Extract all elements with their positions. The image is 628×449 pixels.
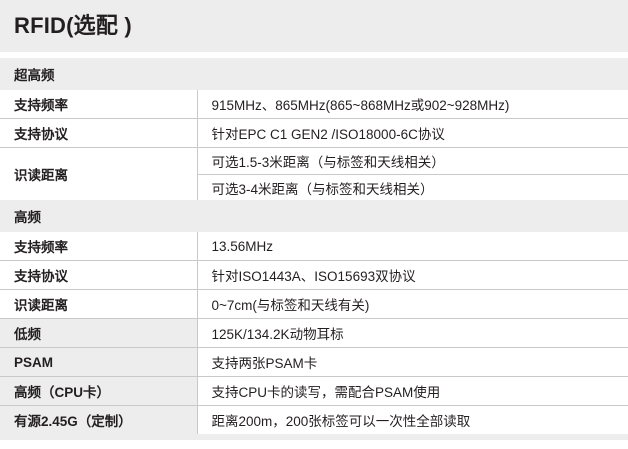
table-row: 支持频率 915MHz、865MHz(865~868MHz或902~928MHz) xyxy=(0,90,628,119)
title-table-gap xyxy=(0,52,628,58)
row-value-cell: 0~7cm(与标签和天线有关) xyxy=(197,289,628,319)
row-value-cell: 针对EPC C1 GEN2 /ISO18000-6C协议 xyxy=(197,118,628,148)
row-label: 识读距离 xyxy=(0,289,198,319)
table-row: 识读距离 0~7cm(与标签和天线有关) xyxy=(0,289,628,319)
row-value-cell: 915MHz、865MHz(865~868MHz或902~928MHz) xyxy=(197,90,628,119)
row-label: 支持频率 xyxy=(0,232,198,261)
row-label: 低频 xyxy=(0,318,198,348)
page-title: RFID(选配 ) xyxy=(14,13,132,38)
table-row: 有源2.45G（定制） 距离200m，200张标签可以一次性全部读取 xyxy=(0,405,628,434)
section-header-label: 超高频 xyxy=(0,58,628,90)
row-value-cell: 针对ISO1443A、ISO15693双协议 xyxy=(197,260,628,290)
section-header-row: 高频 xyxy=(0,200,628,232)
table-row: 低频 125K/134.2K动物耳标 xyxy=(0,318,628,348)
row-value-line: 可选3-4米距离（与标签和天线相关） xyxy=(197,174,628,200)
row-label: 支持协议 xyxy=(0,260,198,290)
table-row: 支持协议 针对ISO1443A、ISO15693双协议 xyxy=(0,260,628,290)
table-row: PSAM 支持两张PSAM卡 xyxy=(0,347,628,377)
rfid-spec-table: 超高频 支持频率 915MHz、865MHz(865~868MHz或902~928M… xyxy=(0,58,628,434)
spec-table-body: 超高频 支持频率 915MHz、865MHz(865~868MHz或902~928M… xyxy=(0,58,628,434)
section-header-row: 超高频 xyxy=(0,58,628,90)
row-label: 有源2.45G（定制） xyxy=(0,405,198,434)
table-row: 支持频率 13.56MHz xyxy=(0,232,628,261)
page-title-band: RFID(选配 ) xyxy=(0,0,628,52)
table-footer-band xyxy=(0,434,628,440)
row-label: 支持频率 xyxy=(0,90,198,119)
row-value-cell: 可选1.5-3米距离（与标签和天线相关） 可选3-4米距离（与标签和天线相关） xyxy=(197,147,628,200)
row-value-line: 可选1.5-3米距离（与标签和天线相关） xyxy=(211,155,445,170)
row-value-cell: 13.56MHz xyxy=(197,232,628,261)
row-value-cell: 支持两张PSAM卡 xyxy=(197,347,628,377)
row-label: 支持协议 xyxy=(0,118,198,148)
section-header-label: 高频 xyxy=(0,200,628,232)
row-value-cell: 支持CPU卡的读写，需配合PSAM使用 xyxy=(197,376,628,406)
table-row: 高频（CPU卡） 支持CPU卡的读写，需配合PSAM使用 xyxy=(0,376,628,406)
table-row: 支持协议 针对EPC C1 GEN2 /ISO18000-6C协议 xyxy=(0,118,628,148)
row-label: PSAM xyxy=(0,347,198,377)
row-label: 高频（CPU卡） xyxy=(0,376,198,406)
row-value-cell: 距离200m，200张标签可以一次性全部读取 xyxy=(197,405,628,434)
row-label: 识读距离 xyxy=(0,147,198,200)
table-row: 识读距离 可选1.5-3米距离（与标签和天线相关） 可选3-4米距离（与标签和天线相… xyxy=(0,147,628,200)
row-value-cell: 125K/134.2K动物耳标 xyxy=(197,318,628,348)
